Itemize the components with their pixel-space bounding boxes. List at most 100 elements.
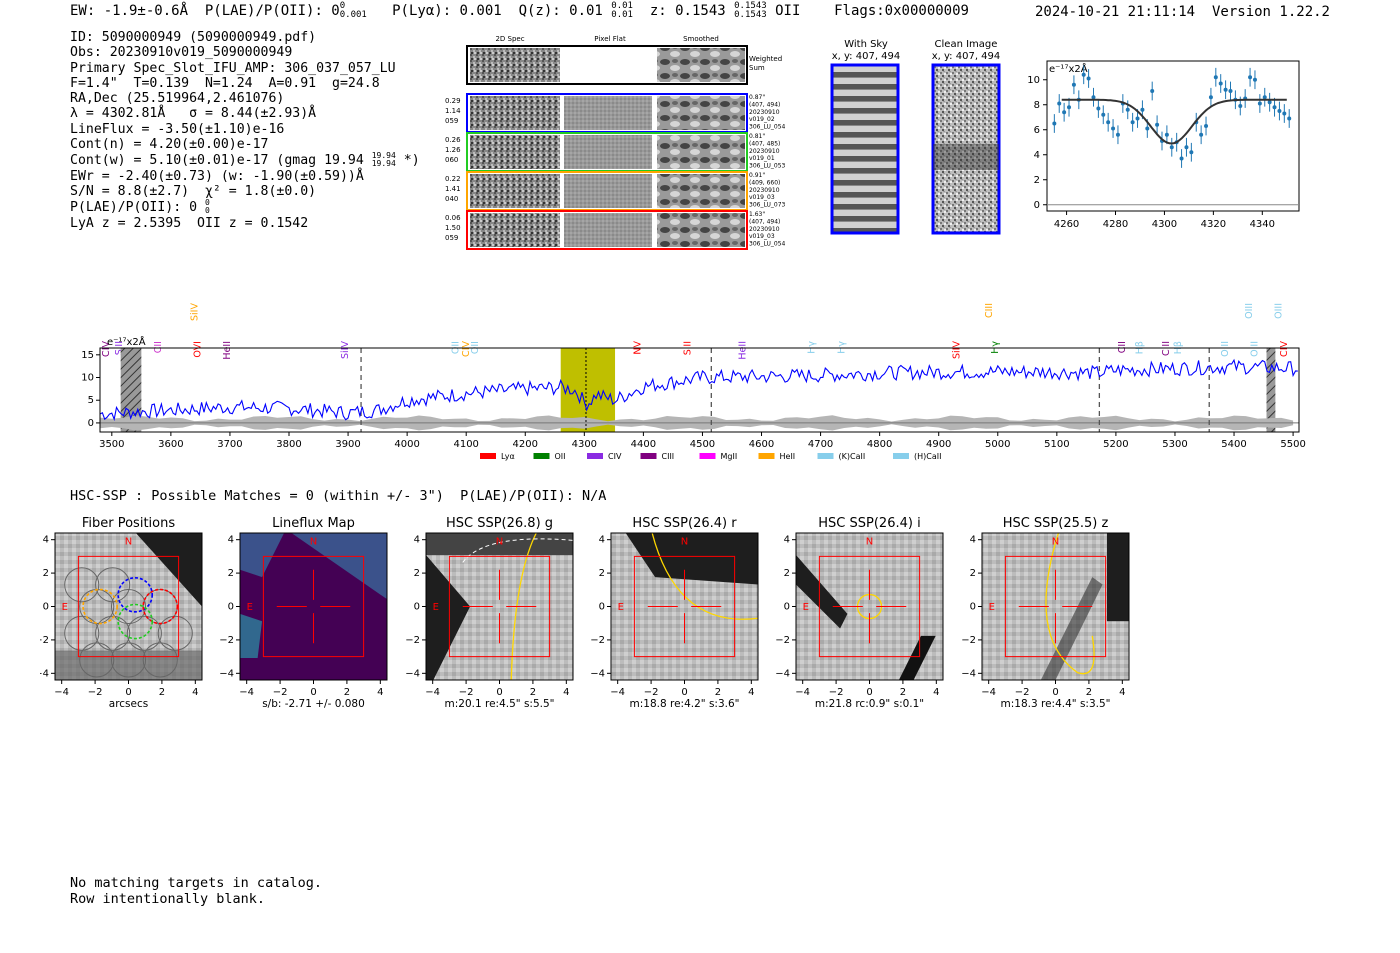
x-tick-label: 4100 bbox=[453, 439, 478, 450]
clean-coords: x, y: 407, 494 bbox=[932, 51, 1001, 62]
data-point bbox=[1086, 76, 1091, 81]
y-tick-label: 10 bbox=[1027, 75, 1040, 86]
imaging-panel-caption: arcsecs bbox=[109, 698, 148, 710]
y-tick-label: 2 bbox=[784, 568, 790, 579]
x-tick-label: −2 bbox=[829, 687, 844, 698]
info-obs: Obs: 20230910v019_5090000949 bbox=[70, 45, 293, 61]
y-tick-label: −4 bbox=[775, 668, 790, 679]
cutout-right-meta: 306_LU_073 bbox=[749, 202, 786, 209]
north-label: N bbox=[866, 537, 873, 548]
x-tick-label: −4 bbox=[239, 687, 254, 698]
spectrum-legend: Lyα OII CIV CIII MgII HeII (K)CaII (H)CaII bbox=[480, 452, 941, 461]
east-label: E bbox=[989, 602, 995, 613]
imaging-panel: Lineflux Map N E −4 −4 −2 −2 0 0 2 2 4 4 s/b: -2.71 +… bbox=[219, 516, 388, 710]
y-tick-label: 10 bbox=[81, 373, 94, 384]
x-tick-label: 4 bbox=[377, 687, 383, 698]
with-sky-image bbox=[830, 63, 900, 235]
cutout-left-stat: 1.14 bbox=[445, 107, 461, 115]
x-tick-label: 0 bbox=[681, 687, 687, 698]
cutout-right-meta: 306_LU_053 bbox=[749, 163, 786, 170]
y-tick-label: 4 bbox=[599, 535, 605, 546]
x-tick-label: 0 bbox=[866, 687, 872, 698]
legend-swatch bbox=[817, 453, 834, 459]
y-tick-label: 4 bbox=[1034, 150, 1040, 161]
data-point bbox=[1150, 89, 1155, 93]
line-marker-label: OIII bbox=[1220, 341, 1231, 357]
flags-value: Flags:0x00000009 bbox=[834, 3, 969, 19]
cutout-left-stat: 0.29 bbox=[445, 97, 461, 105]
cutout-pixelflat bbox=[564, 135, 652, 169]
imaging-panel-title: Lineflux Map bbox=[272, 516, 355, 531]
x-tick-label: −2 bbox=[1015, 687, 1030, 698]
x-tick-label: −2 bbox=[459, 687, 474, 698]
cutout-left-stat: 1.50 bbox=[445, 224, 461, 232]
y-tick-label: −4 bbox=[40, 668, 49, 679]
weighted-label-2: Sum bbox=[749, 64, 765, 72]
line-marker-label: CIV bbox=[101, 341, 112, 357]
search-box bbox=[1004, 555, 1107, 658]
cutout-right-meta: (407, 485) bbox=[749, 140, 780, 147]
x-tick-label: 0 bbox=[310, 687, 316, 698]
north-label: N bbox=[1052, 537, 1059, 548]
line-fit-unit: e⁻¹⁷x2Å bbox=[1049, 62, 1088, 75]
note-blank: Row intentionally blank. bbox=[70, 890, 266, 907]
highlighted-fiber bbox=[82, 588, 118, 625]
cutout-right-meta: v019_01 bbox=[749, 155, 775, 162]
x-tick-label: 0 bbox=[496, 687, 502, 698]
imaging-panel-title: HSC SSP(26.4) i bbox=[818, 516, 920, 531]
x-tick-label: 2 bbox=[530, 687, 536, 698]
legend-swatch bbox=[640, 453, 657, 459]
info-params: F=1.4" T=0.139 N=1.24 A=0.91 g=24.8 bbox=[70, 75, 380, 91]
x-tick-label: 0 bbox=[1052, 687, 1058, 698]
cutout-right-meta: 0.81" bbox=[749, 133, 765, 140]
search-box bbox=[77, 555, 180, 658]
east-label: E bbox=[803, 602, 809, 613]
line-fit-points bbox=[1052, 65, 1292, 168]
z-sup: 0.1543 bbox=[734, 1, 767, 11]
data-point bbox=[1208, 95, 1213, 100]
cutout-smoothed bbox=[657, 96, 745, 130]
aperture-ellipse bbox=[1045, 532, 1095, 675]
x-tick-label: 4200 bbox=[513, 439, 538, 450]
cutout-right-meta: 20230910 bbox=[749, 109, 780, 116]
imaging-panel-caption: m:18.8 re:4.2" s:3.6" bbox=[630, 698, 740, 710]
x-tick-label: 4320 bbox=[1201, 219, 1226, 230]
y-tick-label: 15 bbox=[81, 350, 94, 361]
data-point bbox=[1267, 100, 1272, 105]
data-point bbox=[1111, 126, 1116, 131]
plae-sup: 0 bbox=[339, 1, 346, 11]
cutout-pixelflat bbox=[564, 96, 652, 130]
y-tick-label: 2 bbox=[970, 568, 976, 579]
x-tick-label: 4280 bbox=[1103, 219, 1128, 230]
data-point bbox=[1115, 132, 1120, 137]
search-box bbox=[633, 555, 736, 658]
clean-title: Clean Image bbox=[935, 39, 998, 50]
fiber-circle bbox=[110, 588, 147, 625]
y-tick-label: 0 bbox=[228, 602, 234, 613]
data-point bbox=[1081, 72, 1086, 77]
y-tick-label: 0 bbox=[43, 602, 49, 613]
line-marker-label: CIV bbox=[1279, 341, 1290, 357]
x-tick-label: 4000 bbox=[394, 439, 419, 450]
y-tick-label: 4 bbox=[228, 535, 234, 546]
line-marker-label: CII bbox=[153, 341, 164, 353]
imaging-panel: Fiber Positions N E −4 −4 −2 −2 0 0 2 2 4 4 arcsecs bbox=[40, 516, 203, 710]
info-lambda: λ = 4302.81Å σ = 8.44(±2.93)Å bbox=[70, 106, 317, 122]
legend-swatch bbox=[893, 453, 909, 459]
x-tick-label: 4 bbox=[1119, 687, 1125, 698]
dark-region bbox=[796, 555, 848, 629]
qz-sub: 0.01 bbox=[611, 10, 633, 20]
imaging-panels: Fiber Positions N E −4 −4 −2 −2 0 0 2 2 4 4 arcsecs Li… bbox=[40, 516, 1130, 710]
highlighted-fiber bbox=[117, 603, 154, 640]
z-value: z: 0.1543 bbox=[649, 3, 726, 19]
dark-region bbox=[426, 555, 471, 680]
cutout-right-meta: v019_03 bbox=[749, 233, 775, 240]
legend-swatch bbox=[699, 453, 716, 459]
weighted-2dspec bbox=[470, 48, 560, 82]
line-fit-chart: e⁻¹⁷x2Å 4260 4280 4300 4320 4340 0 2 4 6 8 10 bbox=[1027, 60, 1300, 230]
data-point bbox=[1106, 120, 1111, 125]
imaging-panel-title: HSC SSP(26.8) g bbox=[446, 516, 553, 531]
imaging-panel-caption: m:21.8 rc:0.9" s:0.1" bbox=[815, 698, 924, 710]
